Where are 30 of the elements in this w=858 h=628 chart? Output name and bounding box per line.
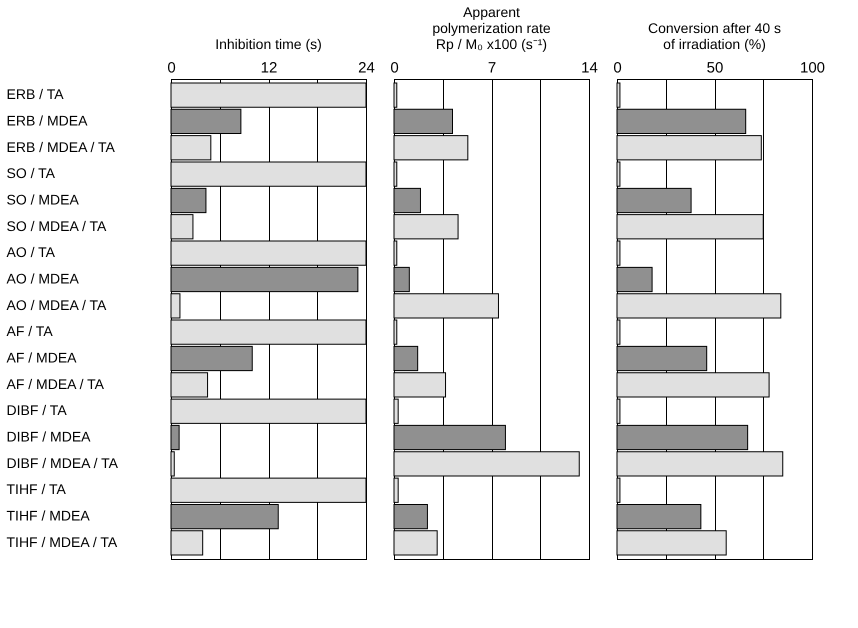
y-tick-label: AF / TA	[6, 323, 54, 340]
y-tick-label: SO / MDEA	[6, 191, 80, 208]
y-tick-label: AO / MDEA / TA	[6, 296, 107, 313]
y-tick-label: SO / MDEA / TA	[6, 218, 107, 234]
y-tick-label: ERB / TA	[6, 86, 64, 102]
y-tick-label: TIHF / MDEA / TA	[6, 534, 118, 550]
y-tick-label: DIBF / MDEA / TA	[6, 454, 119, 471]
y-tick-label: ERB / MDEA	[6, 112, 88, 128]
y-tick-label: AF / MDEA	[6, 350, 78, 366]
x-tick-label: 14	[581, 60, 598, 76]
y-tick-label: AO / TA	[6, 244, 56, 260]
y-tick-label: AF / MDEA / TA	[6, 376, 105, 392]
x-tick-label: 0	[390, 60, 399, 76]
y-tick-label: DIBF / MDEA	[6, 428, 92, 445]
chart-title: Apparent polymerization rate Rp / M₀ x100 (s⁻¹)	[432, 4, 551, 52]
x-tick-label: 7	[488, 60, 496, 76]
y-tick-label: AO / MDEA	[6, 270, 80, 286]
y-tick-label: TIHF / TA	[6, 481, 67, 498]
chart-title: Inhibition time (s)	[215, 36, 322, 52]
x-tick-label: 0	[167, 60, 176, 76]
y-tick-label: SO / TA	[6, 165, 56, 182]
y-tick-label: TIHF / MDEA	[6, 508, 90, 524]
y-tick-label: ERB / MDEA / TA	[6, 138, 116, 155]
x-tick-label: 12	[260, 60, 278, 76]
x-tick-label: 50	[706, 60, 724, 76]
x-tick-label: 0	[613, 60, 622, 76]
y-tick-label: DIBF / TA	[6, 402, 68, 418]
x-tick-label: 24	[358, 60, 375, 76]
chart-title: Conversion after 40 s of irradiation (%)	[648, 20, 782, 52]
x-tick-label: 100	[800, 60, 826, 76]
